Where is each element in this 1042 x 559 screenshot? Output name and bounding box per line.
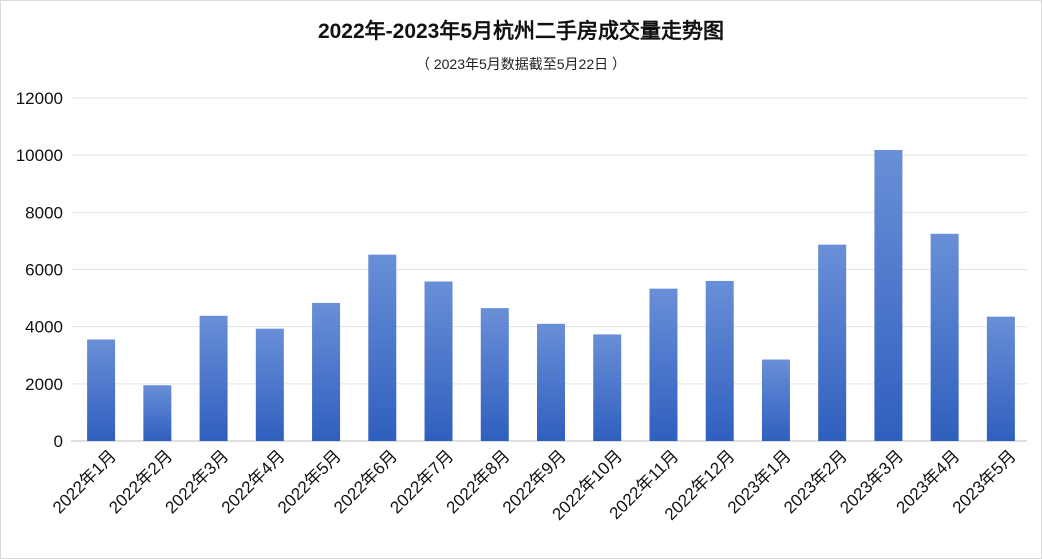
bar-layer bbox=[87, 150, 1015, 441]
bar bbox=[424, 281, 453, 441]
bar bbox=[480, 308, 509, 441]
bar bbox=[312, 302, 341, 441]
bar bbox=[930, 233, 959, 441]
y-tick-label: 2000 bbox=[25, 375, 63, 394]
bar bbox=[649, 288, 678, 441]
y-tick-label: 4000 bbox=[25, 318, 63, 337]
x-axis: 2022年1月2022年2月2022年3月2022年4月2022年5月2022年… bbox=[49, 446, 1020, 524]
bar bbox=[593, 334, 622, 441]
bar bbox=[986, 316, 1015, 441]
y-tick-label: 8000 bbox=[25, 203, 63, 222]
bar bbox=[761, 359, 790, 441]
bar bbox=[199, 315, 228, 441]
bar bbox=[87, 339, 116, 441]
bar bbox=[368, 254, 397, 441]
y-tick-label: 0 bbox=[54, 432, 63, 451]
y-tick-label: 10000 bbox=[16, 146, 63, 165]
chart-subtitle: （ 2023年5月数据截至5月22日 ） bbox=[415, 56, 627, 72]
bar bbox=[255, 328, 284, 441]
bar bbox=[818, 244, 847, 441]
y-tick-label: 6000 bbox=[25, 261, 63, 280]
chart-title: 2022年-2023年5月杭州二手房成交量走势图 bbox=[317, 20, 725, 43]
bar bbox=[143, 385, 172, 441]
bar bbox=[705, 280, 734, 441]
bar bbox=[874, 150, 903, 441]
y-tick-label: 12000 bbox=[16, 89, 63, 108]
y-axis: 0 2000 4000 6000 8000 10000 12000 bbox=[16, 89, 63, 451]
grid-layer bbox=[71, 97, 1027, 442]
bar bbox=[537, 323, 565, 441]
